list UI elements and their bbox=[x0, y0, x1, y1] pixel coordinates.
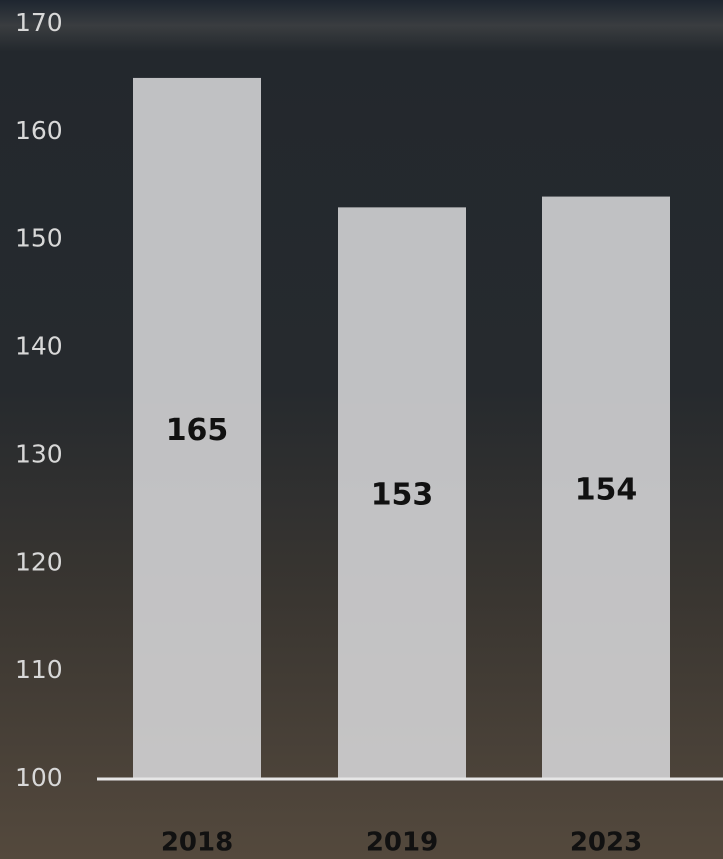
y-tick-label: 170 bbox=[15, 8, 63, 37]
data-label: 165 bbox=[166, 413, 229, 448]
x-tick-label: 2023 bbox=[570, 828, 642, 858]
y-tick-label: 130 bbox=[15, 439, 63, 468]
plot-area: 100 110 120 130 140 150 160 170 165 2018 153 2019 15… bbox=[15, 8, 723, 858]
y-tick-label: 100 bbox=[15, 763, 63, 792]
bar bbox=[338, 207, 466, 779]
y-tick-label: 110 bbox=[15, 655, 63, 684]
bar bbox=[542, 196, 670, 780]
x-tick-label: 2019 bbox=[366, 828, 438, 858]
y-tick-label: 140 bbox=[15, 332, 63, 361]
data-label: 153 bbox=[371, 478, 434, 513]
y-tick-label: 120 bbox=[15, 547, 63, 576]
bar bbox=[133, 77, 261, 779]
x-tick-label: 2018 bbox=[161, 828, 233, 858]
y-tick-label: 160 bbox=[15, 116, 63, 145]
data-label: 154 bbox=[575, 472, 638, 507]
y-tick-label: 150 bbox=[15, 224, 63, 253]
